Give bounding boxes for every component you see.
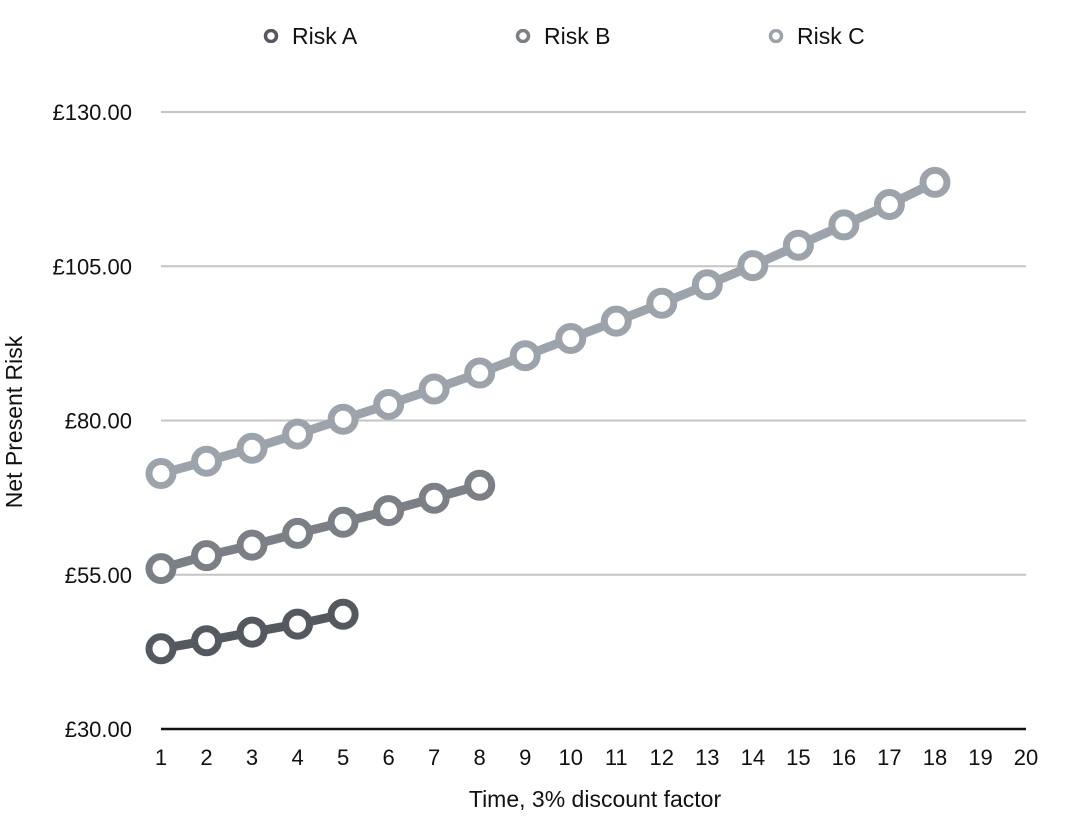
chart-legend: Risk A Risk B Risk C bbox=[0, 20, 1070, 52]
data-point-risk-b bbox=[145, 553, 177, 585]
x-tick-label: 5 bbox=[337, 745, 349, 770]
y-tick-label: £30.00 bbox=[65, 717, 132, 742]
x-tick-label: 9 bbox=[519, 745, 531, 770]
data-point-risk-c bbox=[737, 250, 769, 282]
data-point-risk-c bbox=[236, 432, 268, 464]
data-point-risk-a bbox=[236, 616, 268, 648]
data-point-risk-c bbox=[327, 403, 359, 435]
data-point-risk-c bbox=[145, 458, 177, 490]
x-tick-label: 13 bbox=[695, 745, 719, 770]
data-point-risk-b bbox=[282, 517, 314, 549]
x-tick-label: 18 bbox=[923, 745, 947, 770]
legend-marker-risk-a-icon bbox=[263, 29, 279, 43]
x-tick-label: 10 bbox=[558, 745, 582, 770]
data-point-risk-b bbox=[327, 506, 359, 538]
data-point-risk-c bbox=[373, 388, 405, 420]
x-tick-label: 14 bbox=[741, 745, 765, 770]
data-point-risk-c bbox=[919, 166, 951, 198]
legend-marker-risk-b-icon bbox=[515, 29, 531, 43]
x-tick-label: 15 bbox=[786, 745, 810, 770]
data-point-risk-a bbox=[282, 608, 314, 640]
data-point-risk-b bbox=[236, 529, 268, 561]
x-tick-label: 20 bbox=[1014, 745, 1038, 770]
data-point-risk-b bbox=[191, 540, 223, 572]
x-tick-label: 17 bbox=[877, 745, 901, 770]
data-point-risk-c bbox=[782, 229, 814, 261]
data-point-risk-c bbox=[464, 357, 496, 389]
x-tick-label: 11 bbox=[605, 745, 628, 770]
legend-item-risk-a[interactable]: Risk A bbox=[260, 20, 357, 52]
x-tick-label: 6 bbox=[383, 745, 395, 770]
data-point-risk-a bbox=[145, 633, 177, 665]
data-point-risk-c bbox=[191, 445, 223, 477]
legend-marker-risk-c-icon bbox=[768, 29, 784, 43]
data-point-risk-c bbox=[873, 189, 905, 221]
data-point-risk-c bbox=[646, 287, 678, 319]
data-point-risk-b bbox=[373, 495, 405, 527]
legend-label-risk-a: Risk A bbox=[292, 22, 358, 49]
x-tick-label: 4 bbox=[291, 745, 303, 770]
y-tick-label: £105.00 bbox=[52, 254, 132, 279]
data-point-risk-c bbox=[691, 269, 723, 301]
data-point-risk-b bbox=[464, 469, 496, 501]
data-point-risk-c bbox=[418, 373, 450, 405]
y-tick-label: £55.00 bbox=[65, 563, 132, 588]
data-point-risk-b bbox=[418, 482, 450, 514]
series-line-risk-c bbox=[156, 177, 940, 479]
x-axis-title: Time, 3% discount factor bbox=[468, 786, 722, 812]
x-tick-label: 1 bbox=[155, 745, 167, 770]
y-axis-title: Net Present Risk bbox=[1, 335, 27, 509]
x-tick-label: 12 bbox=[650, 745, 674, 770]
y-tick-label: £80.00 bbox=[65, 409, 132, 434]
x-tick-label: 16 bbox=[832, 745, 856, 770]
x-tick-label: 3 bbox=[246, 745, 258, 770]
legend-label-risk-b: Risk B bbox=[544, 22, 611, 49]
x-tick-label: 19 bbox=[968, 745, 992, 770]
data-point-risk-c bbox=[509, 340, 541, 372]
data-point-risk-c bbox=[555, 322, 587, 354]
y-tick-label: £130.00 bbox=[52, 100, 132, 125]
data-point-risk-c bbox=[282, 418, 314, 450]
data-point-risk-c bbox=[600, 305, 632, 337]
x-tick-label: 2 bbox=[200, 745, 212, 770]
x-tick-label: 8 bbox=[474, 745, 486, 770]
legend-item-risk-b[interactable]: Risk B bbox=[512, 20, 610, 52]
legend-item-risk-c[interactable]: Risk C bbox=[765, 20, 865, 52]
data-point-risk-c bbox=[828, 209, 860, 241]
data-point-risk-a bbox=[327, 598, 359, 630]
x-tick-label: 7 bbox=[428, 745, 440, 770]
legend-label-risk-c: Risk C bbox=[797, 22, 865, 49]
data-point-risk-a bbox=[191, 625, 223, 657]
